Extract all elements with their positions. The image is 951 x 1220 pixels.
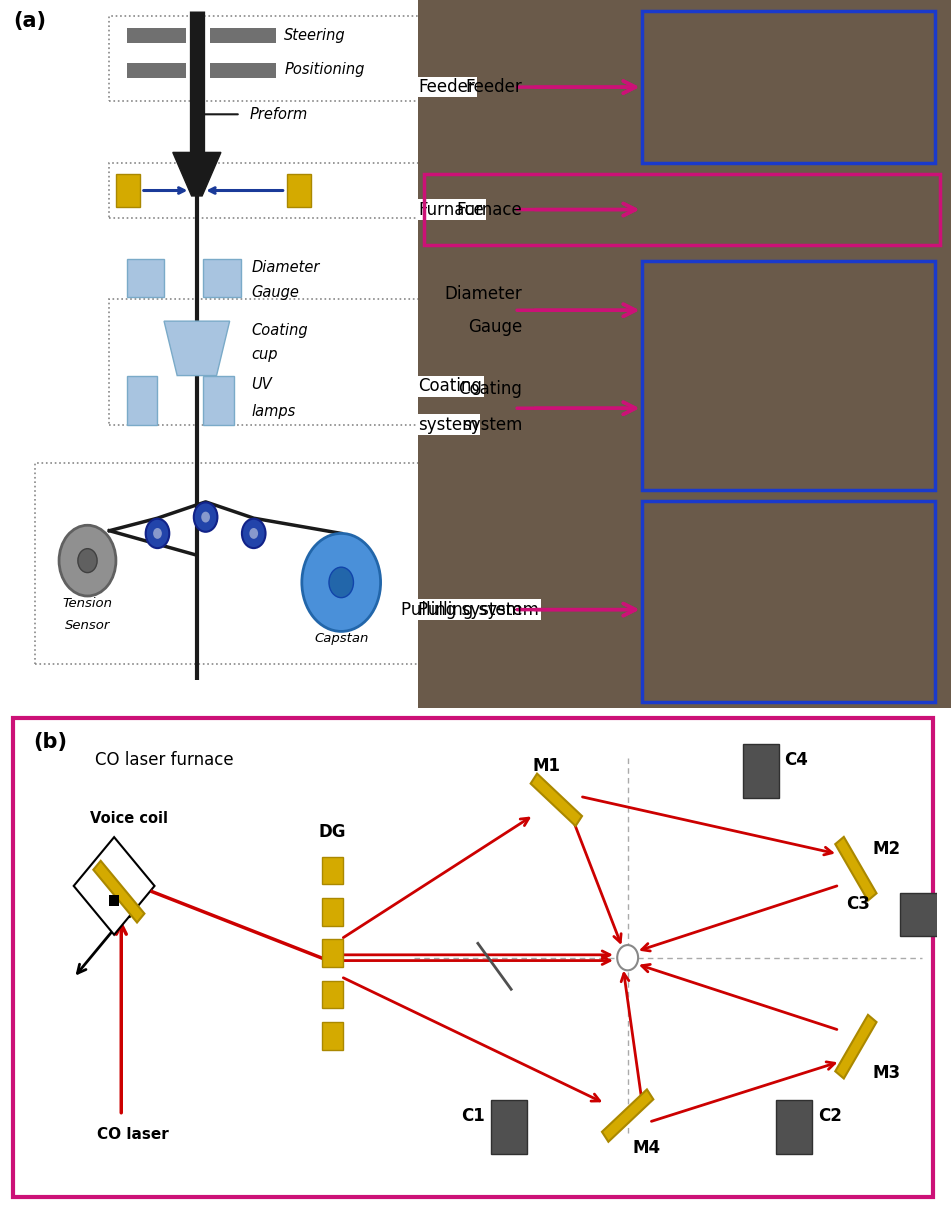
- Text: Steering: Steering: [284, 28, 346, 43]
- Circle shape: [202, 511, 210, 522]
- Text: Feeder: Feeder: [465, 78, 522, 96]
- Circle shape: [249, 528, 258, 539]
- Bar: [204, 259, 241, 296]
- Text: Diameter: Diameter: [252, 260, 320, 276]
- Text: Feeder: Feeder: [418, 78, 476, 96]
- Bar: [210, 63, 276, 78]
- Text: Coating: Coating: [458, 381, 522, 398]
- Bar: [286, 174, 311, 207]
- Text: CO laser furnace: CO laser furnace: [95, 752, 234, 770]
- Bar: [204, 376, 234, 425]
- Text: Voice coil: Voice coil: [90, 811, 168, 826]
- Circle shape: [59, 526, 116, 597]
- Text: system: system: [462, 416, 522, 433]
- Text: lamps: lamps: [252, 404, 296, 420]
- Circle shape: [617, 946, 638, 970]
- Polygon shape: [835, 1015, 877, 1078]
- Text: Capstan: Capstan: [314, 632, 368, 645]
- Circle shape: [153, 528, 162, 539]
- Polygon shape: [531, 773, 582, 826]
- Bar: [491, 1099, 527, 1154]
- Text: Coating: Coating: [252, 323, 308, 338]
- Bar: [776, 1099, 812, 1154]
- Text: (a): (a): [13, 11, 47, 32]
- Text: Pulling system: Pulling system: [418, 600, 539, 619]
- Bar: [126, 259, 165, 296]
- Circle shape: [242, 518, 265, 548]
- Circle shape: [301, 533, 380, 632]
- Text: Furnace: Furnace: [456, 200, 522, 218]
- Bar: [900, 893, 945, 936]
- Circle shape: [78, 549, 97, 572]
- Text: C3: C3: [846, 895, 870, 913]
- Bar: [126, 28, 186, 43]
- Polygon shape: [93, 861, 145, 922]
- Bar: [116, 174, 140, 207]
- Text: Pulling system: Pulling system: [401, 600, 522, 619]
- Polygon shape: [602, 1089, 653, 1142]
- Text: CO laser: CO laser: [98, 1126, 169, 1142]
- Text: Coating: Coating: [418, 377, 482, 395]
- Bar: [210, 28, 276, 43]
- Text: Gauge: Gauge: [252, 284, 300, 300]
- Text: C4: C4: [785, 752, 808, 770]
- Bar: [322, 939, 343, 967]
- Text: DG: DG: [319, 824, 346, 841]
- Polygon shape: [165, 321, 230, 376]
- Text: C1: C1: [461, 1108, 485, 1125]
- FancyBboxPatch shape: [13, 719, 933, 1197]
- Text: Positioning: Positioning: [284, 62, 365, 77]
- Polygon shape: [173, 152, 221, 196]
- Text: system: system: [418, 416, 478, 433]
- Bar: [743, 744, 779, 798]
- Text: Sensor: Sensor: [65, 619, 110, 632]
- Bar: [109, 894, 119, 906]
- Bar: [322, 981, 343, 1008]
- Circle shape: [194, 503, 218, 532]
- Text: M4: M4: [632, 1139, 661, 1157]
- Text: Preform: Preform: [249, 107, 307, 122]
- Bar: [322, 856, 343, 884]
- Polygon shape: [835, 837, 877, 900]
- Text: (b): (b): [33, 732, 68, 753]
- Bar: [322, 898, 343, 926]
- Text: M3: M3: [873, 1064, 901, 1082]
- Bar: [126, 63, 186, 78]
- Text: Gauge: Gauge: [468, 317, 522, 336]
- Circle shape: [146, 518, 169, 548]
- Text: Tension: Tension: [63, 597, 112, 610]
- Text: UV: UV: [252, 377, 272, 392]
- Bar: [322, 1022, 343, 1049]
- Text: cup: cup: [252, 348, 278, 362]
- Text: Furnace: Furnace: [418, 200, 484, 218]
- Bar: [126, 376, 158, 425]
- Circle shape: [329, 567, 354, 598]
- Polygon shape: [74, 837, 154, 935]
- Text: M2: M2: [873, 841, 901, 859]
- Text: Diameter: Diameter: [444, 285, 522, 303]
- Text: C2: C2: [818, 1108, 842, 1125]
- Text: M1: M1: [533, 758, 560, 775]
